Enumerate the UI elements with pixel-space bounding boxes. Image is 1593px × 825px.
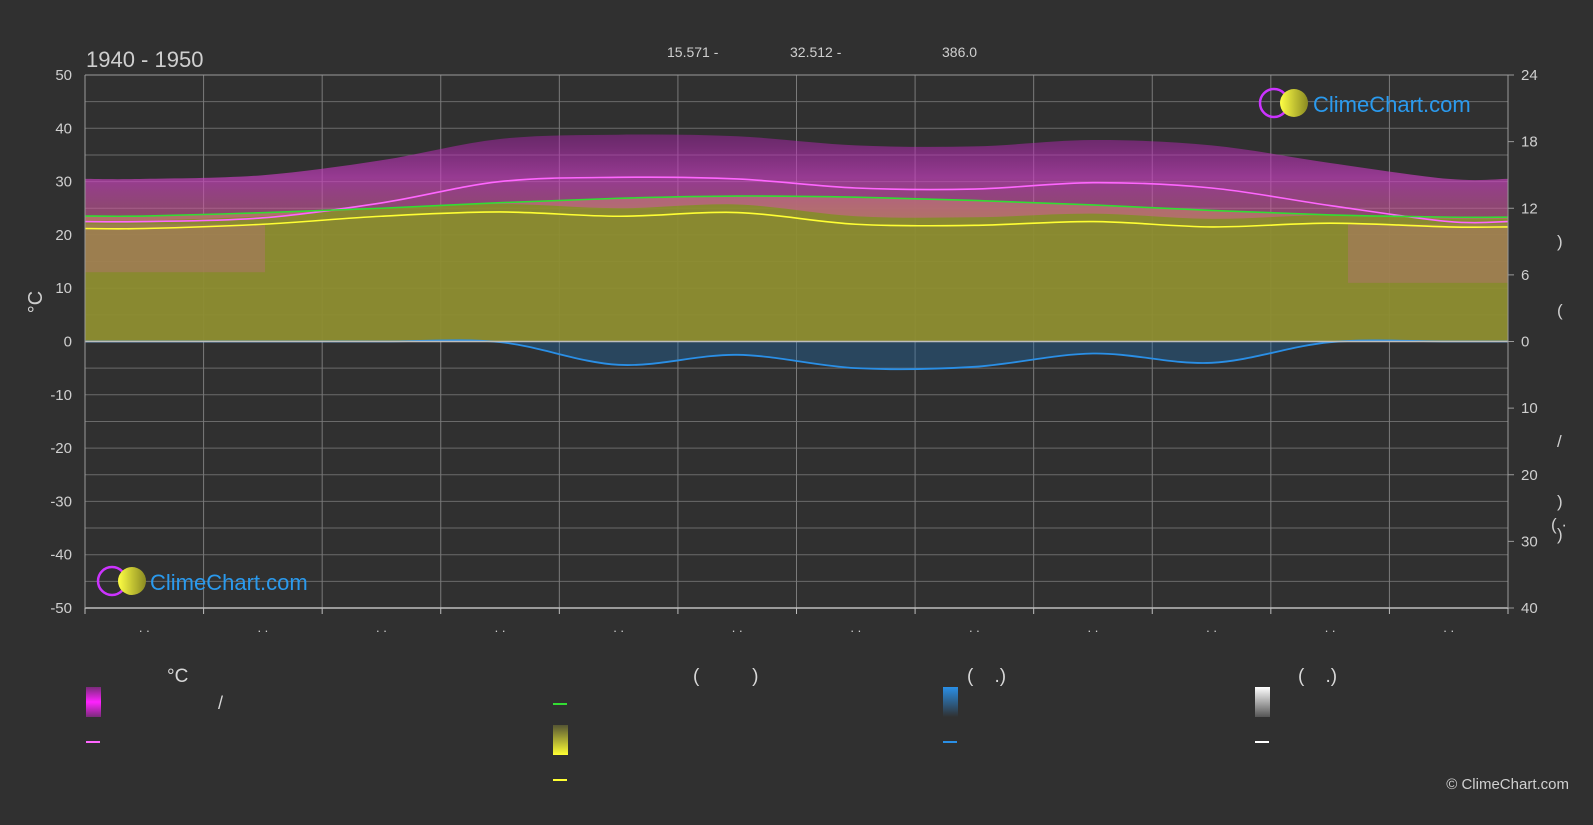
max-temp-line (84, 176, 1509, 224)
header-stat-2: 32.512 - (790, 44, 842, 60)
right-axis-label-top-1: ) (1557, 232, 1563, 251)
legend-header-rain: ( .) (967, 666, 1007, 687)
daylight-line (84, 195, 1509, 219)
sunshine-area (85, 195, 1508, 342)
header-stat-1: 15.571 - (667, 44, 719, 60)
chart-title: 1940 - 1950 (86, 47, 203, 72)
y-tick-label: -50 (50, 600, 72, 617)
logo-top-right[interactable]: ClimeChart.com (1258, 87, 1471, 119)
y-tick-label: 10 (55, 280, 72, 297)
y-tick-label: 50 (55, 67, 72, 84)
x-tick-label: . . (850, 620, 861, 635)
y-tick-label: -20 (50, 440, 72, 457)
x-tick-label: . . (969, 620, 980, 635)
y-tick-label: 30 (55, 174, 72, 191)
right-tick-label-top: 24 (1521, 67, 1538, 84)
right-tick-label-bottom: 40 (1521, 600, 1538, 617)
legend-header-sunshine: ( ) (693, 666, 759, 687)
legend-swatch-rain (943, 687, 958, 717)
header-stat-3: 386.0 (942, 44, 977, 60)
x-tick-label: . . (1206, 620, 1217, 635)
legend-swatch-max-temp (86, 741, 100, 743)
right-axis-label-top-2: ( (1557, 301, 1563, 320)
legend-header-temperature: °C (167, 666, 189, 687)
logo-text: ClimeChart.com (150, 570, 308, 595)
temp-min-band-right (1348, 224, 1508, 283)
legend-swatch-mean-temp (553, 779, 567, 781)
x-tick-label: . . (1443, 620, 1454, 635)
legend: °C ( ) ( .) ( .) / (0, 650, 1593, 825)
legend-swatch-temp-range (86, 687, 101, 717)
temp-min-band-left (85, 224, 265, 273)
x-tick-label: . . (495, 620, 506, 635)
y-axis-label: °C (25, 291, 47, 313)
x-tick-label: . . (1325, 620, 1336, 635)
x-tick-label: . . (376, 620, 387, 635)
legend-swatch-sunshine (553, 725, 568, 755)
right-tick-label-top: 12 (1521, 200, 1538, 217)
right-tick-label-bottom: 10 (1521, 400, 1538, 417)
right-axis-label-bottom-2: ) (1557, 492, 1563, 511)
x-tick-label: . . (139, 620, 150, 635)
axes: 50 40 30 20 10 0 -10 -20 -30 -40 -50 24 18 12 6 0 10 20 30… (50, 67, 1537, 635)
legend-swatch-snow (1255, 687, 1270, 717)
y-tick-label: -30 (50, 493, 72, 510)
x-tick-label: . . (1088, 620, 1099, 635)
rain-area (85, 340, 1508, 370)
right-axis-label-bottom-1: / (1557, 432, 1562, 451)
y-tick-label: 0 (64, 334, 72, 351)
x-tick-label: . . (613, 620, 624, 635)
x-tick-label: . . (732, 620, 743, 635)
logo-text: ClimeChart.com (1313, 92, 1471, 117)
data-areas (85, 134, 1508, 370)
legend-header-snow: ( .) (1298, 666, 1338, 687)
legend-swatch-snow-line (1255, 741, 1269, 743)
climate-chart: 50 40 30 20 10 0 -10 -20 -30 -40 -50 24 18 12 6 0 10 20 30… (25, 44, 1567, 635)
copyright[interactable]: © ClimeChart.com (1446, 776, 1569, 793)
right-tick-label-top: 0 (1521, 334, 1529, 351)
right-tick-label-top: 18 (1521, 134, 1538, 151)
temp-range-area (85, 134, 1508, 221)
mean-temp-line (84, 211, 1509, 230)
right-axis-label-bottom-4: ) (1557, 525, 1563, 544)
y-tick-label: -40 (50, 547, 72, 564)
logo-sun-icon (118, 567, 146, 595)
legend-swatch-rain-line (943, 741, 957, 743)
y-tick-label: 20 (55, 227, 72, 244)
right-tick-label-bottom: 30 (1521, 533, 1538, 550)
legend-swatch-daylight (553, 703, 567, 705)
right-tick-label-bottom: 20 (1521, 467, 1538, 484)
x-tick-label: . . (257, 620, 268, 635)
logo-sun-icon (1280, 89, 1308, 117)
logo-bottom-left[interactable]: ClimeChart.com (96, 565, 308, 597)
right-tick-label-top: 6 (1521, 267, 1529, 284)
y-tick-label: -10 (50, 387, 72, 404)
right-axis-label-bottom-3: ( · (1551, 515, 1567, 534)
legend-label-temp-range: / (218, 693, 224, 713)
y-tick-label: 40 (55, 120, 72, 137)
